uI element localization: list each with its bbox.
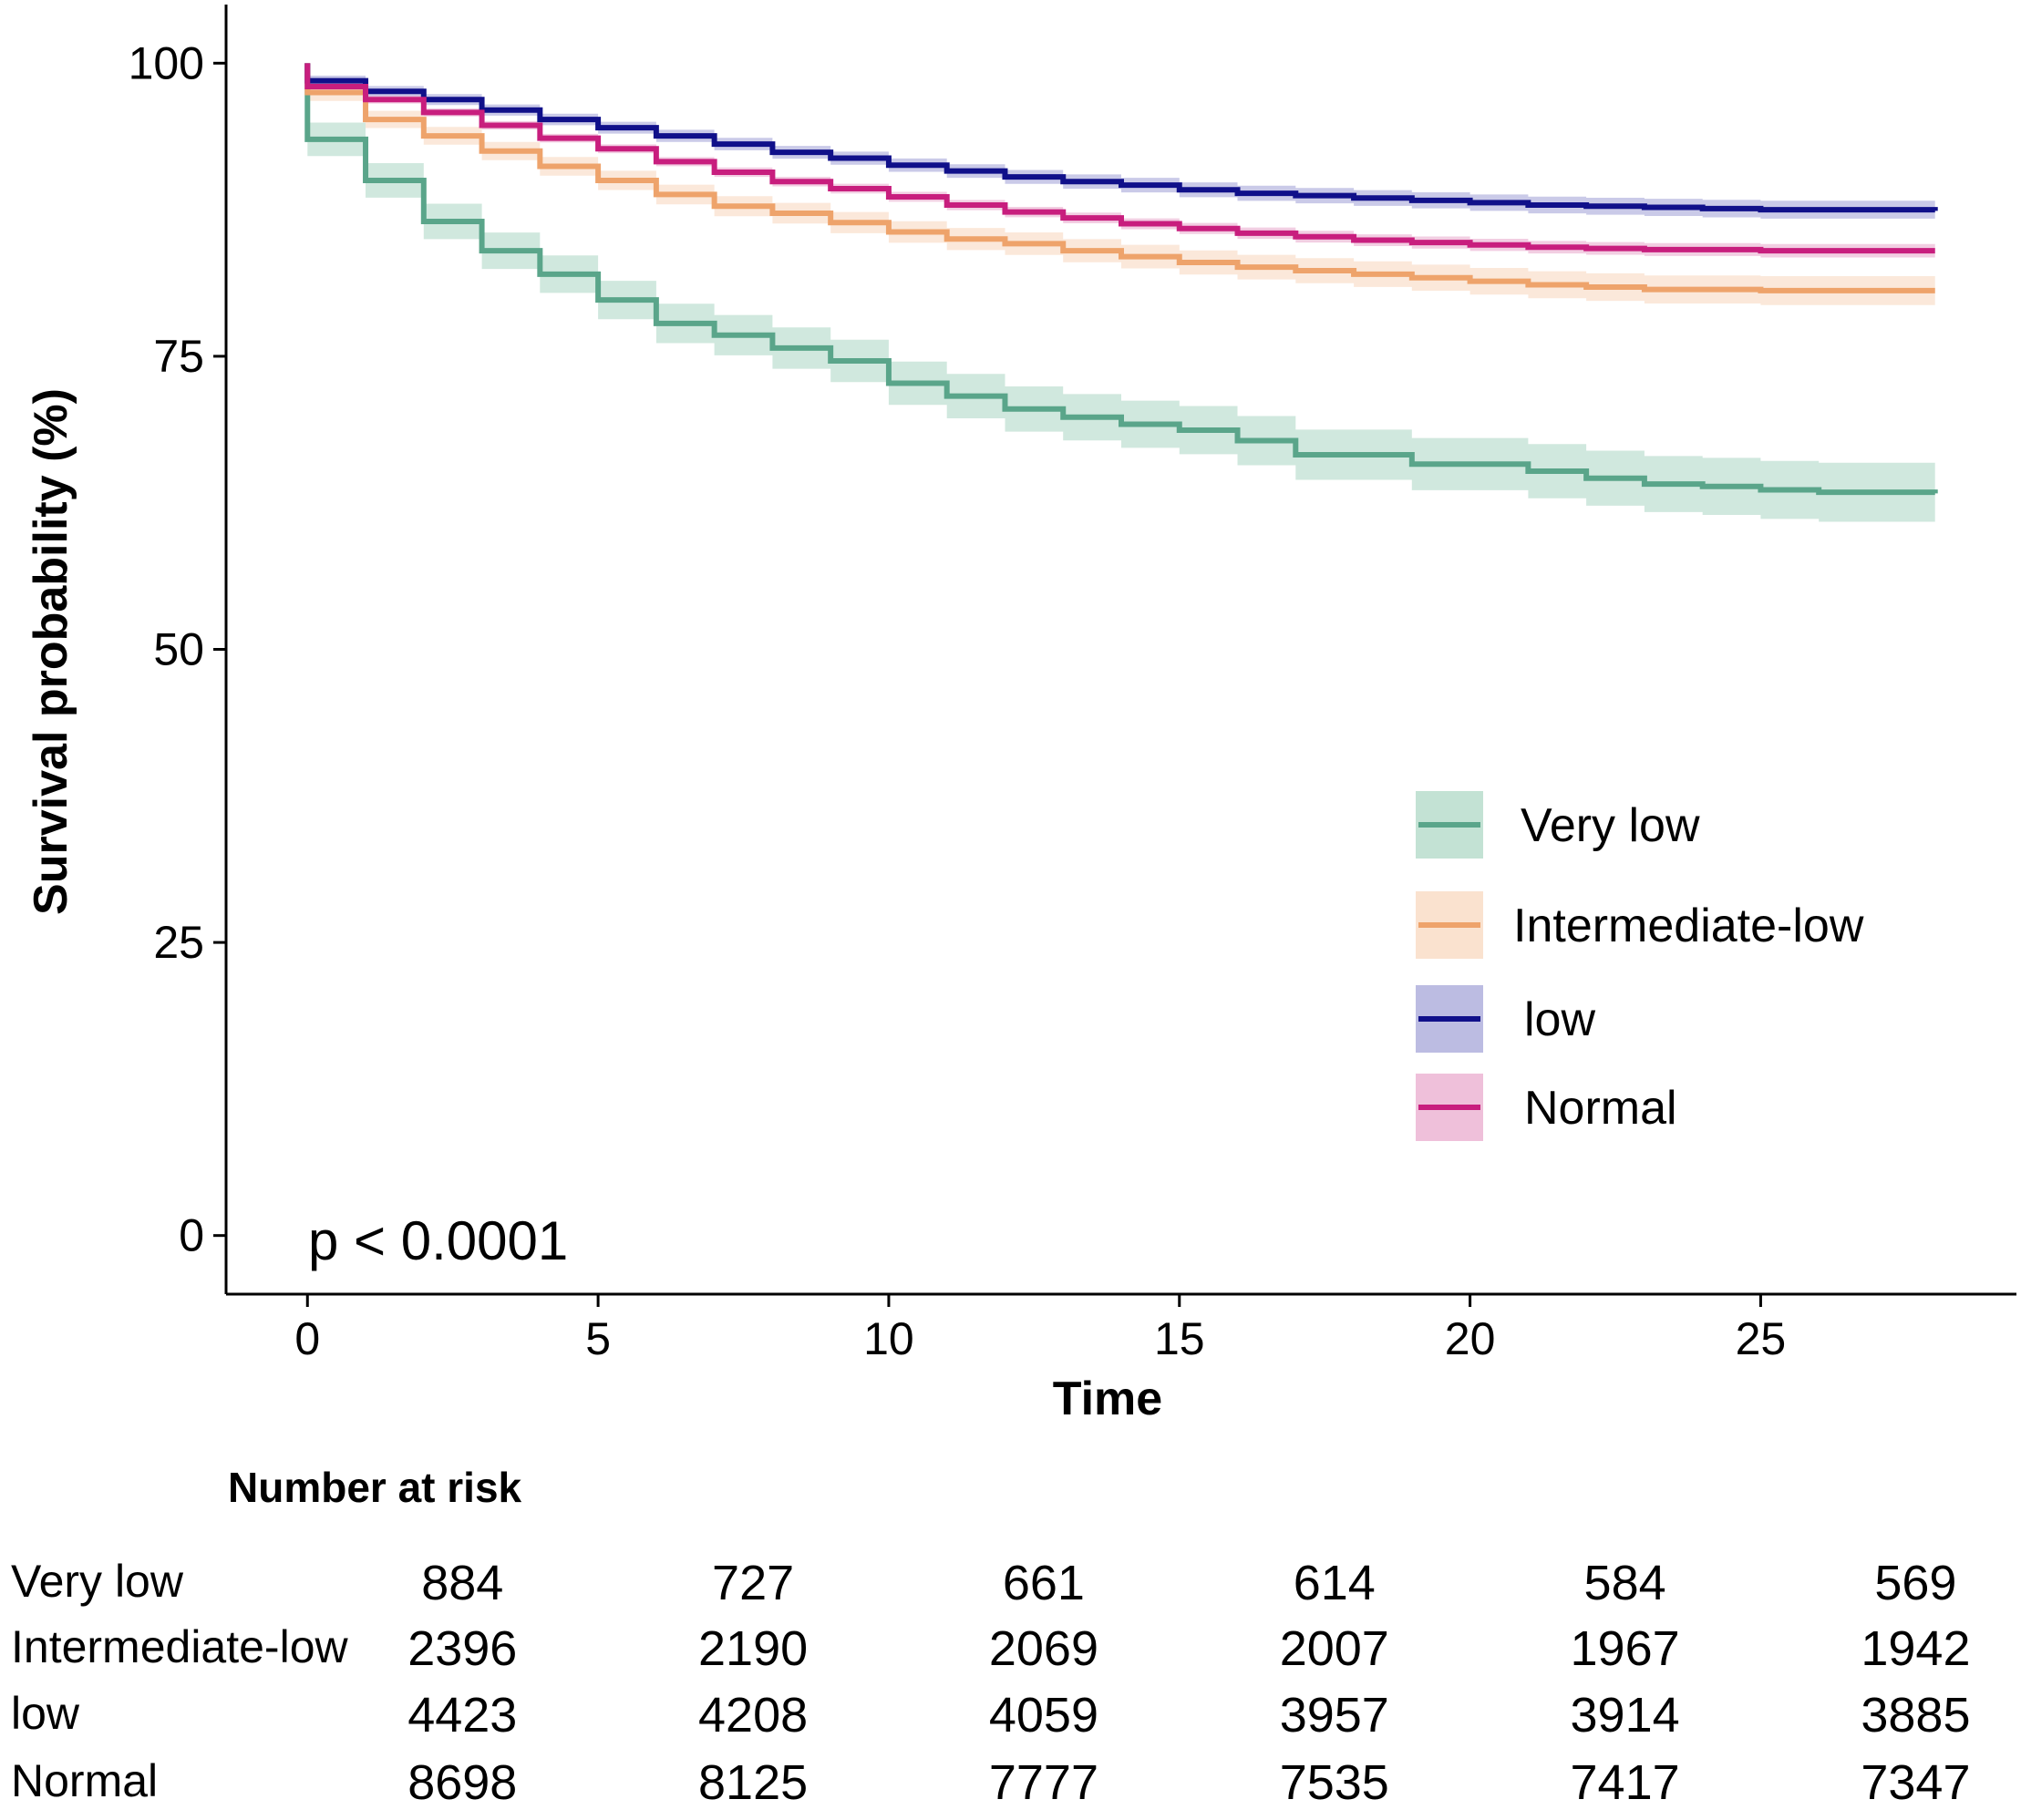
risk-value: 3885 — [1861, 1688, 1971, 1743]
x-tick-label-10: 10 — [863, 1313, 914, 1364]
y-axis-title: Survival probability (%) — [25, 388, 77, 915]
risk-value: 1967 — [1570, 1621, 1680, 1676]
x-tick-label-0: 0 — [294, 1313, 320, 1364]
y-ticks: 0 25 50 75 100 — [129, 37, 226, 1261]
band-intermediate-low — [307, 84, 1935, 306]
risk-row-very-low: Very low 884 727 661 614 584 569 — [0, 1555, 2021, 1619]
risk-table-title: Number at risk — [228, 1464, 522, 1511]
curve-intermediate-low — [304, 63, 1935, 293]
risk-value: 7417 — [1570, 1755, 1680, 1810]
risk-value: 584 — [1583, 1556, 1666, 1610]
x-tick-label-25: 25 — [1736, 1313, 1787, 1364]
y-tick-label-50: 50 — [153, 624, 204, 675]
risk-value: 614 — [1293, 1556, 1376, 1610]
risk-value: 2069 — [988, 1621, 1098, 1676]
x-tick-label-20: 20 — [1445, 1313, 1496, 1364]
risk-value: 7777 — [988, 1755, 1098, 1810]
risk-value: 1942 — [1861, 1621, 1971, 1676]
legend-label-normal: Normal — [1524, 1082, 1677, 1135]
risk-row-label: Normal — [11, 1755, 159, 1806]
risk-value: 4059 — [988, 1688, 1098, 1743]
risk-value: 884 — [421, 1556, 504, 1610]
risk-row-normal: Normal 8698 8125 7777 7535 7417 7347 — [0, 1754, 2021, 1818]
x-axis-title: Time — [1053, 1373, 1162, 1422]
legend: Very low Intermediate-low low Normal — [1416, 791, 1864, 1141]
risk-row-label: Very low — [11, 1556, 183, 1607]
risk-row-intermediate-low: Intermediate-low 2396 2190 2069 2007 1967 1942 — [0, 1620, 2021, 1684]
p-value-annotation: p < 0.0001 — [308, 1210, 568, 1271]
band-very-low — [307, 122, 1935, 524]
y-tick-label-100: 100 — [129, 37, 204, 88]
risk-value: 661 — [1002, 1556, 1085, 1610]
curve-low — [304, 63, 1938, 213]
confidence-bands — [307, 76, 1935, 524]
risk-row-label: Intermediate-low — [11, 1621, 348, 1672]
curve-very-low — [304, 63, 1938, 496]
y-tick-label-75: 75 — [153, 331, 204, 382]
legend-label-intermediate-low: Intermediate-low — [1513, 900, 1864, 952]
y-tick-label-25: 25 — [153, 917, 204, 968]
risk-row-low: low 4423 4208 4059 3957 3914 3885 — [0, 1687, 2021, 1751]
risk-value: 2396 — [407, 1621, 518, 1676]
risk-value: 4423 — [407, 1688, 518, 1743]
risk-value: 8698 — [407, 1755, 518, 1810]
risk-value: 727 — [712, 1556, 795, 1610]
risk-value: 2007 — [1279, 1621, 1389, 1676]
curve-normal — [304, 63, 1935, 254]
km-plot: 0 25 50 75 100 0 5 10 15 20 25 Time Survival prob… — [25, 5, 2016, 1422]
survival-curves — [304, 63, 1938, 496]
risk-value: 7347 — [1861, 1755, 1971, 1810]
axes — [224, 5, 2016, 1296]
risk-value: 2190 — [698, 1621, 809, 1676]
risk-value: 7535 — [1279, 1755, 1389, 1810]
band-low — [307, 76, 1935, 221]
legend-label-very-low: Very low — [1521, 799, 1700, 852]
risk-value: 3957 — [1279, 1688, 1389, 1743]
y-tick-label-0: 0 — [179, 1210, 204, 1261]
risk-row-label: low — [11, 1688, 80, 1739]
risk-value: 569 — [1874, 1556, 1957, 1610]
risk-value: 3914 — [1570, 1688, 1680, 1743]
x-tick-label-15: 15 — [1154, 1313, 1205, 1364]
x-ticks: 0 5 10 15 20 25 — [294, 1294, 1786, 1364]
x-tick-label-5: 5 — [585, 1313, 611, 1364]
risk-value: 8125 — [698, 1755, 809, 1810]
legend-label-low: low — [1524, 993, 1595, 1046]
risk-value: 4208 — [698, 1688, 809, 1743]
